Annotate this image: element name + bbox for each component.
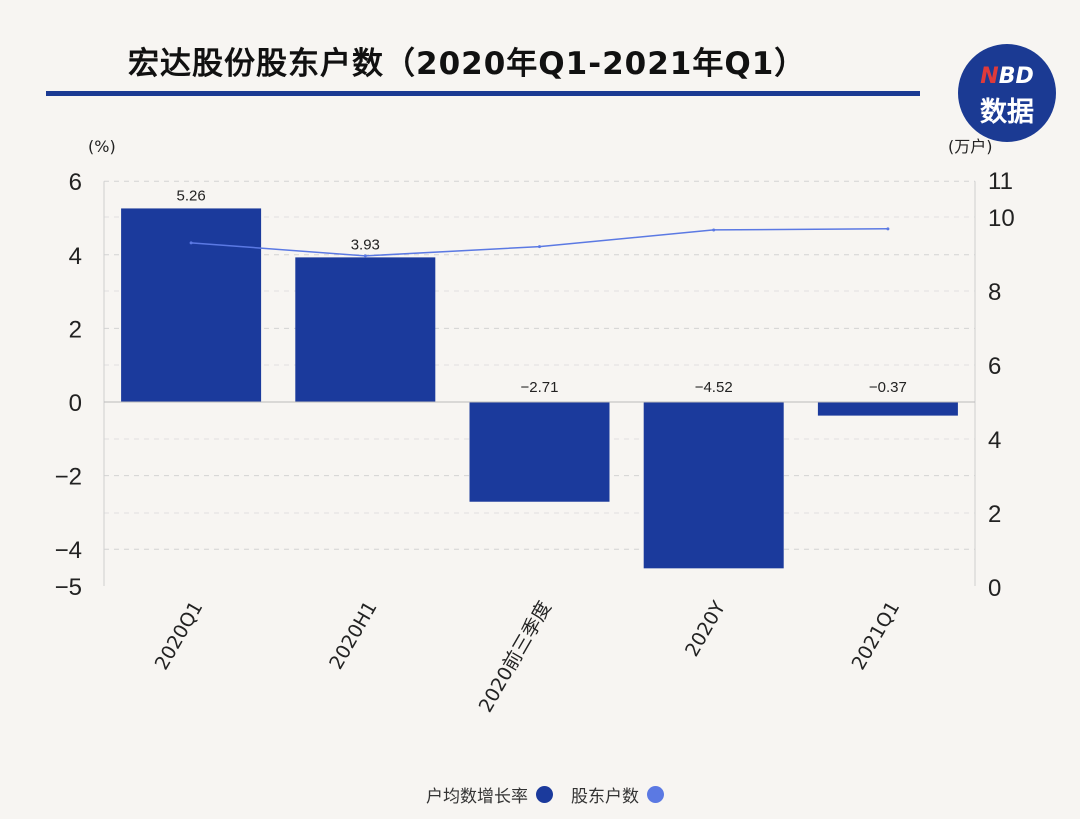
holders-point bbox=[712, 228, 716, 232]
legend-swatch-holders bbox=[647, 786, 664, 803]
left-tick-label: 2 bbox=[69, 316, 82, 343]
logo-mark: N bbox=[980, 64, 999, 89]
category-label: 2021Q1 bbox=[847, 598, 904, 674]
holders-point bbox=[538, 245, 541, 249]
logo-bottom-text: 数据 bbox=[980, 97, 1034, 128]
bar bbox=[643, 402, 784, 569]
legend-swatch-growth bbox=[536, 786, 553, 803]
right-tick-label: 8 bbox=[988, 279, 1001, 306]
title-underline bbox=[46, 91, 920, 96]
bar bbox=[469, 402, 610, 502]
bar bbox=[295, 257, 436, 402]
bar-value-label: −0.37 bbox=[869, 379, 907, 396]
category-label: 2020Y bbox=[681, 597, 730, 660]
right-tick-label: 11 bbox=[988, 168, 1013, 195]
right-tick-label: 0 bbox=[988, 575, 1001, 602]
category-label: 2020Q1 bbox=[151, 598, 208, 674]
category-label: 2020H1 bbox=[325, 598, 381, 674]
holders-point bbox=[886, 227, 890, 231]
bar-value-label: 5.26 bbox=[176, 187, 205, 204]
category-label: 2020前三季度 bbox=[475, 598, 556, 717]
legend: 户均数增长率 股东户数 bbox=[426, 782, 682, 807]
left-tick-label: −4 bbox=[55, 537, 82, 564]
holders-point bbox=[363, 254, 367, 258]
left-tick-label: −5 bbox=[55, 574, 82, 601]
left-tick-label: 4 bbox=[69, 243, 82, 270]
chart-title: 宏达股份股东户数（2020年Q1-2021年Q1） bbox=[128, 46, 807, 82]
left-tick-label: −2 bbox=[55, 464, 82, 491]
left-axis-unit: (%) bbox=[88, 137, 116, 156]
logo-top-text: BD bbox=[998, 64, 1034, 89]
right-tick-label: 4 bbox=[988, 427, 1001, 454]
legend-label-holders: 股东户数 bbox=[571, 787, 639, 807]
left-tick-label: 0 bbox=[69, 390, 82, 417]
legend-label-growth: 户均数增长率 bbox=[426, 787, 528, 807]
holders-point bbox=[189, 241, 193, 245]
holders-line bbox=[191, 228, 888, 257]
bar bbox=[817, 402, 958, 416]
right-tick-label: 10 bbox=[988, 205, 1015, 232]
bar-value-label: −2.71 bbox=[521, 379, 559, 396]
bar-value-label: −4.52 bbox=[695, 379, 733, 396]
right-tick-label: 2 bbox=[988, 501, 1001, 528]
right-tick-label: 6 bbox=[988, 353, 1001, 380]
nbd-data-logo: NBD 数据 bbox=[958, 44, 1056, 142]
left-tick-label: 6 bbox=[69, 169, 82, 196]
right-axis-unit: (万户) bbox=[948, 137, 993, 156]
bar-value-label: 3.93 bbox=[351, 236, 380, 253]
bar bbox=[121, 208, 262, 402]
